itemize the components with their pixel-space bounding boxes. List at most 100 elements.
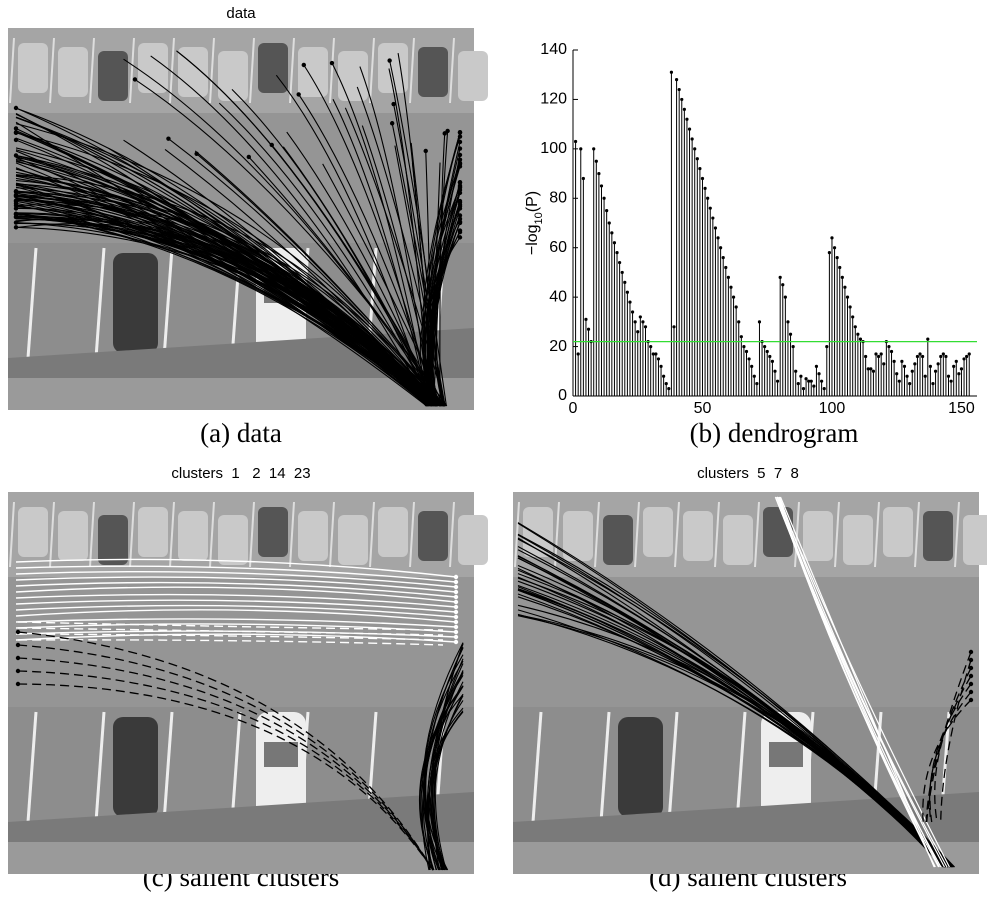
stem-top xyxy=(628,300,631,303)
car-window xyxy=(264,742,298,767)
stem-top xyxy=(605,209,608,212)
y-axis-label-part: 10 xyxy=(533,212,545,224)
trajectory-end xyxy=(458,213,462,217)
figure: data (a) data clusters 1 2 14 23 (c) sal… xyxy=(0,0,987,897)
stem-top xyxy=(631,310,634,313)
stem-top xyxy=(908,382,911,385)
y-axis-label-part: −log xyxy=(524,224,541,255)
stem-top xyxy=(856,333,859,336)
trajectory-end xyxy=(969,658,973,662)
stem-top xyxy=(597,172,600,175)
trajectory-end xyxy=(14,131,18,135)
stem-top xyxy=(657,357,660,360)
stem-top xyxy=(745,350,748,353)
stem-top xyxy=(849,305,852,308)
stem-top xyxy=(823,387,826,390)
stem-top xyxy=(802,387,805,390)
stem-top xyxy=(659,365,662,368)
stem-top xyxy=(636,330,639,333)
stem-top xyxy=(577,352,580,355)
car xyxy=(458,51,488,101)
car xyxy=(218,515,248,565)
y-tick-label: 120 xyxy=(540,91,567,108)
sidewalk xyxy=(513,842,979,874)
car xyxy=(883,507,913,557)
car xyxy=(113,253,158,353)
trajectory-end xyxy=(390,121,394,125)
y-tick-label: 80 xyxy=(549,190,567,207)
trajectory-end xyxy=(458,140,462,144)
stem-top xyxy=(665,382,668,385)
stem-top xyxy=(724,266,727,269)
stem-top xyxy=(828,251,831,254)
stem-top xyxy=(918,352,921,355)
stem-top xyxy=(672,325,675,328)
stem-top xyxy=(872,370,875,373)
stem-top xyxy=(662,375,665,378)
trajectory-end xyxy=(454,640,458,644)
stem-top xyxy=(898,380,901,383)
stem-top xyxy=(740,335,743,338)
stem-top xyxy=(698,167,701,170)
trajectory-end xyxy=(14,225,18,229)
stem-top xyxy=(905,375,908,378)
x-tick-label: 100 xyxy=(819,400,846,417)
stem-top xyxy=(942,352,945,355)
car xyxy=(113,717,158,817)
stem-top xyxy=(952,365,955,368)
stem-top xyxy=(621,271,624,274)
stem-top xyxy=(771,360,774,363)
trajectory-end xyxy=(302,63,306,67)
trajectory-end xyxy=(16,643,20,647)
stem-top xyxy=(696,157,699,160)
trajectory-end xyxy=(14,220,18,224)
trajectory-end xyxy=(969,682,973,686)
trajectory-end xyxy=(969,674,973,678)
car xyxy=(378,507,408,557)
stem-top xyxy=(701,177,704,180)
stem-top xyxy=(921,355,924,358)
trajectory-end xyxy=(14,193,18,197)
stem-top xyxy=(913,362,916,365)
stem-top xyxy=(947,375,950,378)
trajectory-end xyxy=(16,669,20,673)
stem-top xyxy=(781,283,784,286)
stem-top xyxy=(742,345,745,348)
car xyxy=(763,507,793,557)
stem-top xyxy=(644,325,647,328)
trajectory-end xyxy=(445,129,449,133)
trajectory-end xyxy=(424,149,428,153)
car xyxy=(923,511,953,561)
panel-title: clusters 5 7 8 xyxy=(697,465,799,482)
stem-top xyxy=(649,345,652,348)
trajectory-end xyxy=(454,620,458,624)
stem-top xyxy=(929,365,932,368)
stem-top xyxy=(750,365,753,368)
trajectory-end xyxy=(454,590,458,594)
stem-top xyxy=(711,216,714,219)
car xyxy=(338,515,368,565)
trajectory-end xyxy=(454,615,458,619)
car xyxy=(218,51,248,101)
stem-top xyxy=(786,320,789,323)
trajectory-end xyxy=(454,630,458,634)
stem-top xyxy=(955,360,958,363)
stem-top xyxy=(882,362,885,365)
x-tick-label: 50 xyxy=(694,400,712,417)
trajectory-end xyxy=(458,130,462,134)
stem-top xyxy=(703,187,706,190)
stem-top xyxy=(641,320,644,323)
trajectory-end xyxy=(16,656,20,660)
car-window xyxy=(769,742,803,767)
x-tick-label: 0 xyxy=(569,400,578,417)
stem-top xyxy=(841,276,844,279)
stem-top xyxy=(709,207,712,210)
trajectory-end xyxy=(458,180,462,184)
stem-top xyxy=(859,338,862,341)
stem-top xyxy=(582,177,585,180)
car xyxy=(98,51,128,101)
stem-top xyxy=(592,147,595,150)
car xyxy=(58,47,88,97)
stem-top xyxy=(574,140,577,143)
trajectory-end xyxy=(969,650,973,654)
